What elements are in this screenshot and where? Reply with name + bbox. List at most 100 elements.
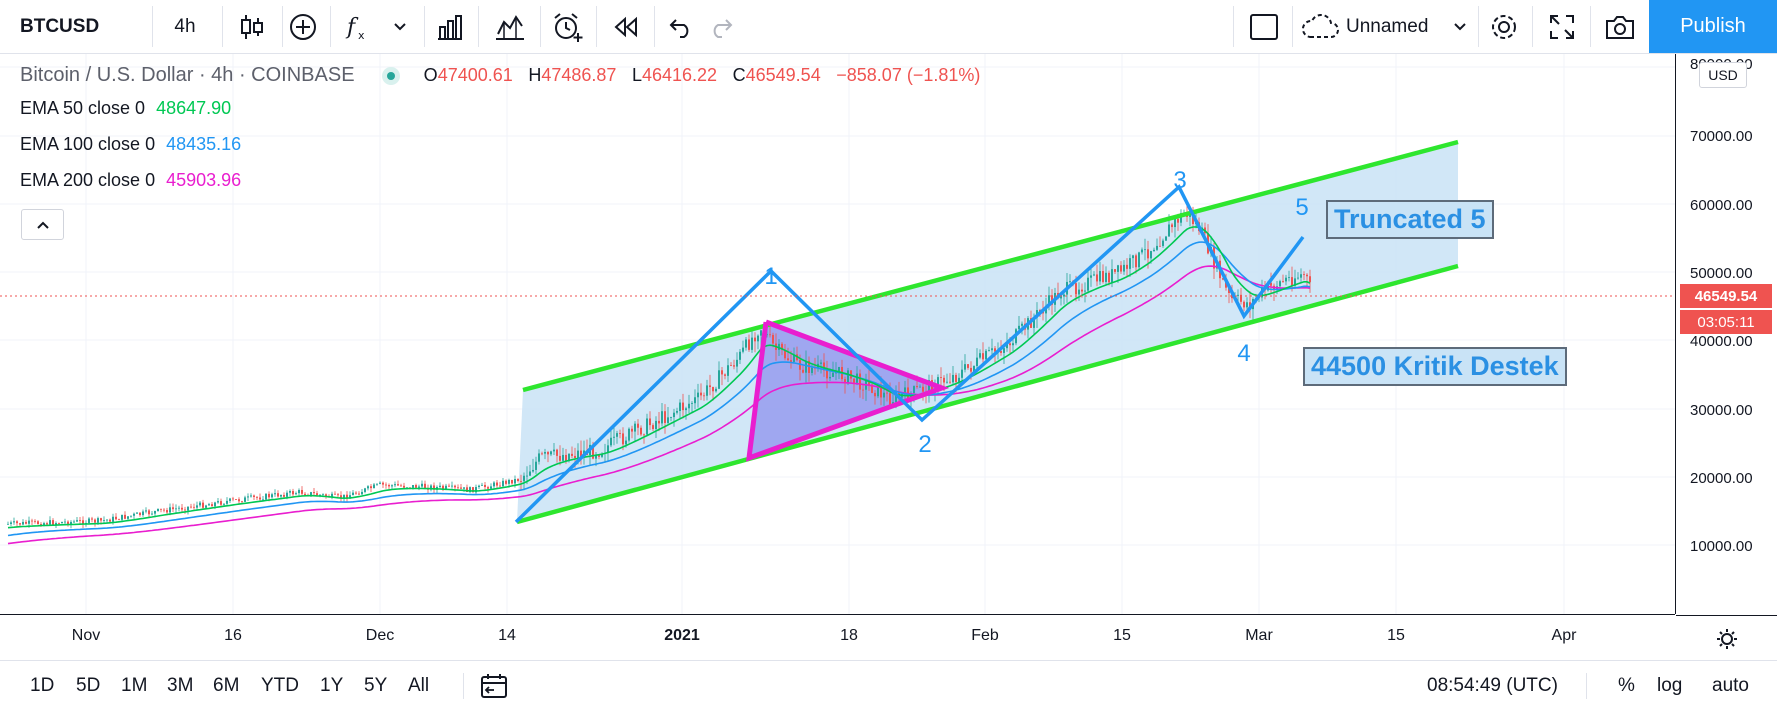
wave-label-3[interactable]: 3 (1173, 167, 1187, 194)
compare-button[interactable] (286, 0, 320, 53)
undo-button[interactable] (664, 0, 698, 53)
candle-body (10, 522, 12, 524)
candle-body (574, 455, 576, 458)
price-tick: 10000.00 (1690, 538, 1753, 555)
financials-button[interactable] (432, 0, 468, 53)
fullscreen-layout-button[interactable] (1246, 0, 1282, 53)
cloud-icon (1301, 13, 1339, 38)
indicators-dropdown[interactable] (388, 0, 412, 53)
ema-50-legend[interactable]: EMA 50 close 0 48647.90 (20, 98, 231, 119)
currency-label[interactable]: USD (1699, 62, 1747, 88)
percent-scale-toggle[interactable]: % (1618, 674, 1635, 696)
candle-body (1084, 290, 1086, 292)
candle-body (838, 366, 840, 373)
candle-body (1126, 264, 1128, 269)
candle-body (943, 377, 945, 383)
fullscreen-button[interactable] (1544, 0, 1580, 53)
truncated-5-note[interactable]: Truncated 5 (1326, 200, 1494, 239)
market-status-dot[interactable] (382, 66, 401, 85)
candle-body (859, 373, 861, 390)
critical-support-note[interactable]: 44500 Kritik Destek (1303, 347, 1567, 386)
timezone-clock[interactable]: 08:54:49 (UTC) (1427, 674, 1558, 696)
range-5d-button[interactable]: 5D (76, 674, 101, 696)
candle-body (52, 520, 54, 525)
auto-scale-toggle[interactable]: auto (1712, 674, 1749, 696)
toolbar-divider (540, 6, 541, 47)
range-1y-button[interactable]: 1Y (320, 674, 344, 696)
range-5y-button[interactable]: 5Y (364, 674, 388, 696)
toolbar-divider (596, 6, 597, 47)
templates-button[interactable] (490, 0, 530, 53)
candle-body (712, 387, 714, 392)
toolbar-divider (1292, 6, 1293, 47)
candle-body (595, 455, 597, 459)
candle-body (1018, 325, 1020, 330)
goto-date-button[interactable] (480, 661, 508, 710)
candle-body (130, 515, 132, 517)
candle-body (61, 521, 63, 524)
candle-body (217, 501, 219, 503)
layout-dropdown[interactable] (1448, 0, 1472, 53)
range-3m-button[interactable]: 3M (167, 674, 194, 696)
candle-body (1108, 272, 1110, 283)
candle-body (385, 484, 387, 486)
ema-200-legend[interactable]: EMA 200 close 0 45903.96 (20, 170, 241, 191)
interval-button[interactable]: 4h (174, 15, 196, 37)
symbol-search-button[interactable]: BTCUSD (20, 15, 100, 37)
settings-button[interactable] (1486, 0, 1522, 53)
candle-body (1192, 213, 1194, 225)
candle-body (382, 482, 384, 485)
candle-body (208, 504, 210, 506)
range-1d-button[interactable]: 1D (30, 674, 55, 696)
collapse-legend-button[interactable] (21, 209, 64, 240)
snapshot-button[interactable] (1600, 0, 1640, 53)
range-ytd-button[interactable]: YTD (261, 674, 299, 696)
candle-body (904, 387, 906, 394)
candle-body (679, 402, 681, 411)
candle-body (1174, 218, 1176, 228)
candle-body (247, 496, 249, 498)
time-axis[interactable]: Nov 16 Dec 14 2021 18 Feb 15 Mar 15 Apr (0, 614, 1675, 661)
wave-label-5[interactable]: 5 (1295, 194, 1309, 221)
candle-body (1135, 255, 1137, 268)
candle-body (661, 411, 663, 424)
candle-body (991, 348, 993, 351)
candle-body (352, 492, 354, 496)
range-all-button[interactable]: All (408, 674, 430, 696)
candle-body (1006, 343, 1008, 349)
bar-countdown-badge: 03:05:11 (1680, 310, 1772, 334)
candle-body (433, 485, 435, 490)
bar-style-button[interactable] (232, 0, 272, 53)
candle-body (1081, 289, 1083, 292)
price-tick: 20000.00 (1690, 470, 1753, 487)
price-axis[interactable]: 80000.00 USD 70000.00 60000.00 50000.00 … (1675, 54, 1777, 614)
candles-icon (241, 14, 263, 39)
create-alert-button[interactable] (550, 0, 586, 53)
replay-button[interactable] (608, 0, 644, 53)
redo-icon (713, 18, 733, 38)
chart-pane[interactable]: Bitcoin / U.S. Dollar · 4h · COINBASE O4… (0, 54, 1675, 614)
layout-menu-button[interactable]: Unnamed (1300, 0, 1455, 53)
candle-body (754, 337, 756, 342)
candle-body (1279, 281, 1281, 287)
candle-body (151, 513, 153, 515)
publish-button[interactable]: Publish (1649, 0, 1777, 53)
ema-200-line (7, 265, 1311, 545)
candle-body (316, 493, 318, 496)
range-1m-button[interactable]: 1M (121, 674, 148, 696)
wave-label-2[interactable]: 2 (918, 431, 932, 458)
log-scale-toggle[interactable]: log (1657, 674, 1683, 696)
ema-100-legend[interactable]: EMA 100 close 0 48435.16 (20, 134, 241, 155)
candle-body (730, 365, 732, 367)
redo-button[interactable] (704, 0, 738, 53)
candle-body (721, 370, 723, 375)
candle-body (298, 489, 300, 494)
candle-body (700, 392, 702, 396)
wave-label-1[interactable]: 1 (764, 263, 778, 290)
toolbar-divider (1478, 6, 1479, 47)
chart-settings-corner-button[interactable] (1676, 615, 1777, 661)
wave-label-4[interactable]: 4 (1237, 340, 1251, 367)
range-6m-button[interactable]: 6M (213, 674, 240, 696)
candle-body (1099, 271, 1101, 282)
